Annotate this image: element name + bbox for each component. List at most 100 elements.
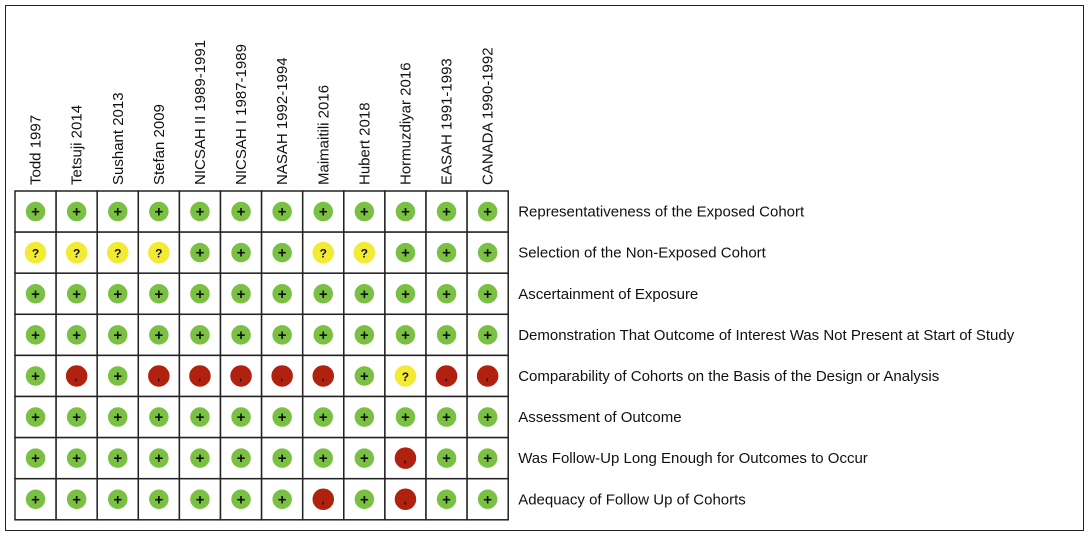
judgement-symbol: ? <box>155 247 162 261</box>
judgement-symbol: + <box>196 491 205 508</box>
judgement-symbol: + <box>483 245 492 262</box>
high-risk-circle <box>269 363 295 389</box>
judgement-symbol: + <box>442 409 451 426</box>
judgement-symbol: + <box>278 204 287 221</box>
judgement-symbol: + <box>31 368 40 385</box>
study-label: Tetsuji 2014 <box>69 105 86 185</box>
judgement-symbol: + <box>401 286 410 303</box>
judgement-symbol: + <box>154 204 163 221</box>
domain-label: Comparability of Cohorts on the Basis of… <box>518 368 939 385</box>
domain-label: Ascertainment of Exposure <box>518 286 698 303</box>
judgement-symbol: ? <box>73 247 80 261</box>
judgement-symbol: + <box>401 204 410 221</box>
low-risk-circle <box>65 323 88 347</box>
judgement-symbol: + <box>31 286 40 303</box>
study-label: Todd 1997 <box>28 115 45 185</box>
study-label: NICSAH II 1989-1991 <box>192 40 209 185</box>
study-label: Hormuzdiyar 2016 <box>397 62 414 185</box>
judgement-symbol: + <box>483 409 492 426</box>
low-risk-circle <box>353 488 376 511</box>
low-risk-circle <box>270 488 294 511</box>
study-label: EASAH 1991-1993 <box>439 58 456 185</box>
low-risk-circle <box>476 200 499 223</box>
judgement-symbol: - <box>399 460 411 464</box>
judgement-symbol: + <box>483 327 492 344</box>
judgement-symbol: - <box>317 378 329 382</box>
judgement-symbol: + <box>72 409 81 426</box>
low-risk-circle <box>65 446 88 470</box>
judgement-symbol: + <box>237 327 246 344</box>
low-risk-circle <box>24 364 47 388</box>
domain-label: Adequacy of Follow Up of Cohorts <box>518 491 746 508</box>
study-label: Sushant 2013 <box>110 92 127 185</box>
judgement-symbol: + <box>442 491 451 508</box>
judgement-symbol: + <box>483 286 492 303</box>
judgement-symbol: + <box>319 409 328 426</box>
judgement-symbol: + <box>154 491 163 508</box>
high-risk-circle <box>64 363 89 389</box>
low-risk-circle <box>65 488 88 511</box>
judgement-symbol: + <box>72 204 81 221</box>
unclear-risk-circle <box>23 240 48 265</box>
low-risk-circle <box>24 200 47 223</box>
domain-label: Representativeness of the Exposed Cohort <box>518 204 805 221</box>
low-risk-circle <box>188 241 212 264</box>
judgement-symbol: + <box>72 327 81 344</box>
judgement-symbol: + <box>278 409 287 426</box>
judgement-symbol: + <box>237 409 246 426</box>
low-risk-circle <box>147 488 171 511</box>
judgement-symbol: + <box>154 286 163 303</box>
low-risk-circle <box>65 200 88 223</box>
study-label: NICSAH I 1987-1989 <box>233 44 250 185</box>
judgement-symbol: + <box>237 450 246 467</box>
judgement-symbol: + <box>442 286 451 303</box>
judgement-symbol: - <box>441 378 453 382</box>
judgement-symbol: + <box>237 491 246 508</box>
grid-cell <box>301 190 345 233</box>
judgement-symbol: - <box>399 501 411 505</box>
judgement-symbol: ? <box>114 247 121 261</box>
study-label: Stefan 2009 <box>151 104 168 185</box>
judgement-symbol: + <box>31 327 40 344</box>
low-risk-circle <box>229 446 253 470</box>
low-risk-circle <box>147 200 171 223</box>
low-risk-circle <box>188 488 212 511</box>
study-label: CANADA 1990-1992 <box>480 47 497 185</box>
unclear-risk-circle <box>105 240 130 265</box>
low-risk-circle <box>24 323 47 347</box>
unclear-risk-circle <box>146 240 172 265</box>
judgement-symbol: + <box>72 491 81 508</box>
high-risk-circle <box>228 363 254 389</box>
low-risk-circle <box>394 282 417 305</box>
judgement-symbol: + <box>196 204 205 221</box>
low-risk-circle <box>435 488 458 511</box>
low-risk-circle <box>147 405 171 429</box>
judgement-symbol: + <box>401 409 410 426</box>
judgement-symbol: - <box>194 378 206 382</box>
judgement-symbol: + <box>483 450 492 467</box>
judgement-symbol: + <box>278 245 287 262</box>
judgement-symbol: + <box>113 409 122 426</box>
judgement-symbol: + <box>113 491 122 508</box>
judgement-symbol: + <box>196 450 205 467</box>
high-risk-circle <box>311 363 336 389</box>
low-risk-circle <box>435 282 458 305</box>
judgement-symbol: + <box>154 327 163 344</box>
judgement-symbol: ? <box>361 247 368 261</box>
judgement-symbol: + <box>360 491 369 508</box>
study-label: Maimaitili 2016 <box>315 85 332 185</box>
judgement-symbol: + <box>237 204 246 221</box>
low-risk-circle <box>106 282 129 305</box>
judgement-symbol: ? <box>402 370 409 384</box>
study-label: Hubert 2018 <box>356 102 373 185</box>
judgement-symbol: + <box>72 286 81 303</box>
judgement-symbol: + <box>442 204 451 221</box>
low-risk-circle <box>476 405 499 429</box>
high-risk-circle <box>475 363 500 389</box>
unclear-risk-circle <box>311 240 336 265</box>
judgement-symbol: + <box>31 491 40 508</box>
judgement-symbol: + <box>319 204 328 221</box>
domain-label: Assessment of Outcome <box>518 409 681 426</box>
study-label: NASAH 1992-1994 <box>274 57 291 185</box>
high-risk-circle <box>187 363 213 389</box>
